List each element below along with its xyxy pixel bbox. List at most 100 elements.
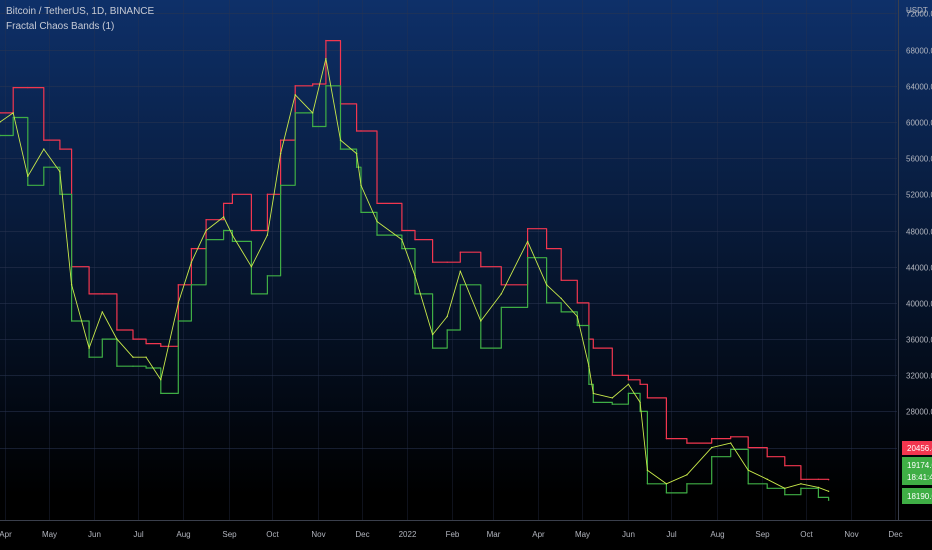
time-axis[interactable]: Apr May Jun Jul Aug Sep Oct Nov Dec 2022 Feb Mar Apr… bbox=[0, 530, 903, 539]
price-point bbox=[611, 397, 613, 399]
lower-band-point bbox=[686, 483, 688, 485]
upper-band-point bbox=[250, 229, 253, 232]
upper-band-point bbox=[611, 374, 613, 376]
lower-band-point bbox=[70, 320, 73, 322]
lower-band-point bbox=[646, 483, 649, 485]
lower-band-point bbox=[294, 112, 296, 114]
price-point bbox=[817, 486, 820, 489]
time-axis-label: May bbox=[42, 530, 57, 539]
upper-band-point bbox=[730, 436, 732, 438]
price-axis-label: 28000.00 bbox=[906, 408, 932, 417]
lower-band-point bbox=[116, 365, 118, 367]
price-point bbox=[459, 270, 461, 272]
time-axis-label: Apr bbox=[532, 530, 545, 539]
lower-band-point bbox=[12, 116, 14, 119]
time-axis-label: Oct bbox=[266, 530, 279, 539]
price-axis-label: 48000.00 bbox=[906, 228, 932, 237]
price-axis-label: 40000.00 bbox=[906, 300, 932, 309]
upper-band-point bbox=[686, 442, 688, 444]
lower-band-point bbox=[414, 293, 416, 295]
lower-band-point bbox=[459, 284, 461, 286]
price-point bbox=[627, 383, 630, 385]
upper-band-point bbox=[665, 437, 668, 440]
lower-band-point bbox=[339, 148, 342, 150]
price-axis-label: 60000.00 bbox=[906, 119, 932, 128]
lower-band-point bbox=[27, 184, 29, 186]
time-axis-label: Feb bbox=[446, 530, 460, 539]
price-point bbox=[27, 175, 29, 177]
price-axis-label: 64000.00 bbox=[906, 83, 932, 92]
time-axis-label: Jul bbox=[133, 530, 143, 539]
lower-band-point bbox=[312, 125, 314, 128]
price-point bbox=[588, 365, 590, 367]
price-point bbox=[576, 315, 578, 318]
lower-band-point bbox=[190, 284, 193, 286]
price-point bbox=[339, 139, 342, 141]
lower-band-point bbox=[101, 338, 104, 340]
time-axis-label: Sep bbox=[755, 530, 770, 539]
lower-band-point bbox=[592, 401, 594, 404]
upper-band-point bbox=[160, 345, 162, 347]
time-axis-label: Aug bbox=[176, 530, 190, 539]
price-point bbox=[145, 356, 147, 358]
upper-band-point bbox=[480, 266, 482, 268]
lower-band-point bbox=[279, 184, 282, 186]
lower-band-point bbox=[325, 85, 327, 87]
last-price-value: 19174.08 bbox=[907, 461, 932, 470]
upper-band-point bbox=[526, 228, 529, 230]
symbol-title[interactable]: Bitcoin / TetherUS, 1D, BINANCE bbox=[6, 6, 155, 17]
lower-band-point bbox=[480, 347, 482, 349]
bar-countdown: 18:41:48 bbox=[907, 473, 932, 482]
time-axis-label: Sep bbox=[222, 530, 237, 539]
upper-band-point bbox=[459, 251, 461, 253]
lower-band-point bbox=[665, 492, 668, 494]
price-point bbox=[646, 469, 649, 471]
price-axis-label: 68000.00 bbox=[906, 47, 932, 56]
price-point bbox=[101, 311, 104, 313]
lower-band-point bbox=[747, 483, 749, 485]
lower-band-point bbox=[800, 487, 802, 489]
chart-legend: Bitcoin / TetherUS, 1D, BINANCE Fractal … bbox=[6, 4, 154, 34]
upper-band-point bbox=[545, 247, 548, 250]
indicator-title[interactable]: Fractal Chaos Bands (1) bbox=[6, 21, 115, 32]
lower-band-point bbox=[231, 240, 234, 243]
lower-band-point bbox=[446, 329, 448, 331]
price-point bbox=[560, 297, 562, 300]
price-point bbox=[401, 238, 403, 241]
time-axis-label: 2022 bbox=[399, 530, 417, 539]
price-point bbox=[784, 487, 786, 489]
price-point bbox=[190, 261, 193, 263]
price-point bbox=[665, 483, 668, 485]
price-point bbox=[431, 333, 434, 336]
upper-band-point bbox=[800, 478, 802, 480]
upper-band-point bbox=[205, 219, 207, 221]
upper-band-point bbox=[827, 479, 830, 481]
time-axis-label: Jul bbox=[666, 530, 676, 539]
upper-band-tag bbox=[902, 441, 932, 455]
lower-band-point bbox=[784, 494, 786, 496]
price-axis-label: 36000.00 bbox=[906, 336, 932, 345]
price-point bbox=[266, 234, 269, 236]
price-point bbox=[0, 121, 1, 123]
price-point bbox=[414, 275, 416, 277]
lower-band-point bbox=[560, 311, 562, 313]
upper-band-point bbox=[639, 383, 641, 385]
price-point bbox=[205, 229, 207, 232]
upper-band-point bbox=[43, 139, 45, 141]
price-point bbox=[312, 112, 314, 114]
price-point bbox=[446, 315, 448, 318]
price-point bbox=[43, 148, 45, 150]
upper-band-point bbox=[784, 465, 786, 467]
lower-band-point bbox=[588, 383, 590, 385]
price-point bbox=[325, 58, 327, 60]
price-line bbox=[0, 58, 829, 492]
price-axis-label: 32000.00 bbox=[906, 372, 932, 381]
lower-band-point bbox=[177, 320, 179, 322]
upper-band-tag-value: 20456.40 bbox=[907, 444, 932, 453]
price-point bbox=[231, 234, 234, 236]
lower-band-point bbox=[160, 392, 162, 395]
lower-band-point bbox=[88, 356, 90, 358]
upper-band-point bbox=[711, 437, 713, 440]
upper-band-point bbox=[294, 85, 296, 87]
